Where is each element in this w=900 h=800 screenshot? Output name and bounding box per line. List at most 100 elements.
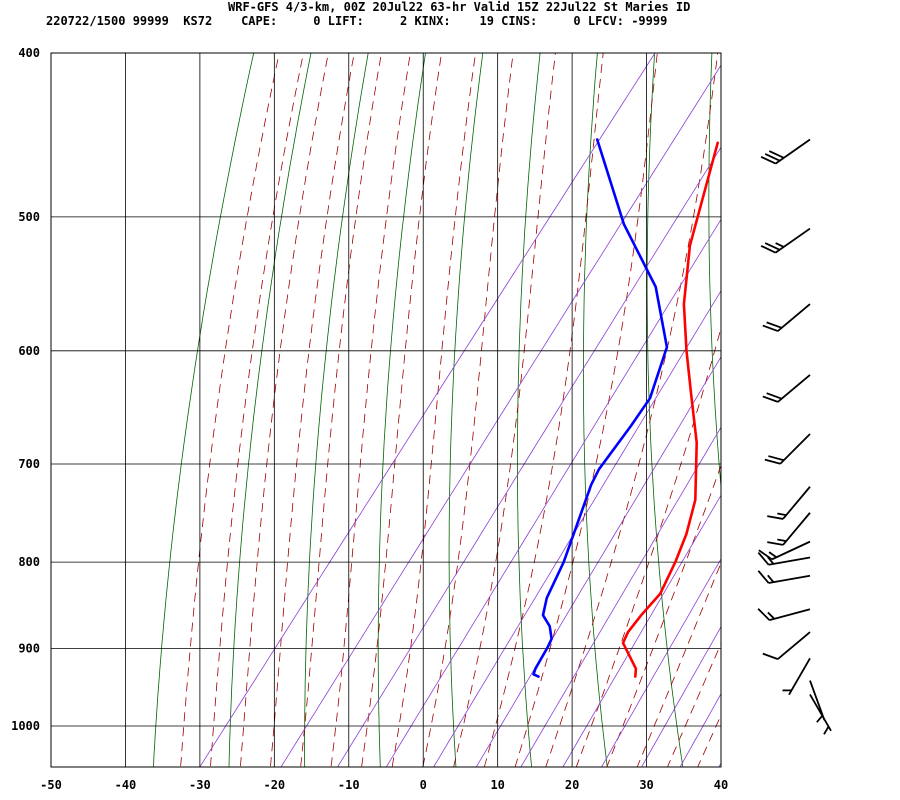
moist-adiabat-line bbox=[361, 53, 442, 767]
y-tick-label: 400 bbox=[18, 46, 40, 60]
wind-barb-feather bbox=[767, 541, 784, 546]
wind-barb bbox=[762, 631, 811, 660]
wind-barb-feather bbox=[768, 150, 785, 159]
wind-barb bbox=[757, 551, 811, 566]
dry-adiabat-line bbox=[708, 53, 721, 492]
x-tick-label: 20 bbox=[565, 778, 579, 792]
wind-barb-shaft bbox=[768, 556, 811, 566]
wind-barb-half-feather bbox=[768, 551, 777, 558]
moist-adiabat-line bbox=[330, 53, 411, 767]
x-tick-label: -20 bbox=[263, 778, 285, 792]
moist-adiabat-line bbox=[697, 714, 721, 767]
wind-barb bbox=[762, 303, 811, 332]
moist-adiabat-line bbox=[606, 464, 721, 767]
mixing-ratio-line bbox=[520, 426, 721, 767]
wind-barb-half-feather bbox=[777, 538, 787, 542]
wind-barb-feather bbox=[757, 608, 771, 621]
moist-adiabat-line bbox=[239, 53, 329, 767]
wind-barb-shaft bbox=[771, 540, 811, 561]
wind-barb-feather bbox=[762, 324, 779, 332]
wind-barb-feather bbox=[766, 321, 782, 329]
wind-barb bbox=[809, 694, 832, 735]
wind-barb bbox=[764, 433, 811, 465]
wind-barb-half-feather bbox=[767, 611, 775, 620]
mixing-ratio-line bbox=[433, 290, 721, 767]
mixing-ratio-line bbox=[738, 15, 900, 796]
dry-adiabat-line bbox=[448, 53, 484, 767]
wind-barb-feather bbox=[762, 652, 779, 660]
wind-barb-half-feather bbox=[777, 512, 787, 516]
x-tick-label: 40 bbox=[714, 778, 728, 792]
wind-barbs bbox=[757, 138, 832, 735]
wind-barb-feather bbox=[767, 515, 784, 520]
mixing-ratio-line bbox=[562, 494, 721, 767]
wind-barb-shaft bbox=[775, 138, 811, 165]
dry-adiabat-line bbox=[883, 15, 900, 796]
x-tick-label: 30 bbox=[639, 778, 653, 792]
grid bbox=[51, 53, 721, 767]
moist-adiabat-line bbox=[514, 53, 658, 767]
dry-adiabat-line bbox=[769, 15, 841, 796]
wind-barb-half-feather bbox=[775, 242, 785, 248]
wind-barb bbox=[760, 138, 811, 165]
dry-adiabat-line bbox=[827, 15, 900, 796]
mixing-ratio-line bbox=[601, 558, 721, 767]
dewpoint-line bbox=[532, 138, 669, 678]
wind-barb bbox=[760, 227, 811, 254]
wind-barb-feather bbox=[766, 392, 782, 400]
y-tick-label: 800 bbox=[18, 555, 40, 569]
wind-barb-half-feather bbox=[823, 726, 830, 735]
wind-barb-feather bbox=[760, 156, 776, 165]
wind-barb-feather bbox=[764, 242, 781, 251]
moist-adiabat-line bbox=[636, 561, 721, 767]
moist-adiabat-line bbox=[422, 53, 514, 767]
x-tick-label: -50 bbox=[40, 778, 62, 792]
moist-adiabat-line bbox=[453, 53, 556, 767]
wind-barb-feather bbox=[768, 455, 785, 462]
wind-barb bbox=[782, 657, 811, 696]
moist-adiabat-line bbox=[270, 53, 355, 767]
wind-barb-feather bbox=[764, 153, 781, 162]
wind-barb bbox=[767, 486, 811, 520]
wind-barb bbox=[757, 570, 811, 584]
temperature-line bbox=[621, 141, 719, 678]
wind-barb-shaft bbox=[768, 574, 811, 584]
moist-adiabat-line bbox=[714, 15, 900, 796]
wind-barb-feather bbox=[758, 549, 773, 561]
wind-barb-feather bbox=[757, 551, 770, 566]
wind-barb bbox=[758, 540, 811, 561]
wind-barb-half-feather bbox=[767, 574, 775, 583]
wind-barb-shaft bbox=[788, 657, 811, 696]
sounding-indices: 220722/1500 99999 KS72 CAPE: 0 LIFT: 2 K… bbox=[46, 14, 668, 28]
y-tick-label: 600 bbox=[18, 344, 40, 358]
dry-adiabat-line bbox=[153, 53, 255, 767]
x-tick-label: -10 bbox=[338, 778, 360, 792]
y-tick-label: 1000 bbox=[11, 719, 40, 733]
wind-barb-feather bbox=[762, 395, 779, 403]
x-tick-label: -40 bbox=[115, 778, 137, 792]
moist-adiabat-line bbox=[545, 53, 719, 767]
dry-adiabat-line bbox=[646, 53, 684, 767]
wind-barb bbox=[762, 374, 811, 403]
moist-adiabat-line bbox=[180, 53, 280, 767]
plot-frame bbox=[50, 52, 722, 768]
x-tick-label: 0 bbox=[420, 778, 427, 792]
y-tick-label: 700 bbox=[18, 457, 40, 471]
wind-barb-shaft bbox=[779, 433, 811, 465]
wind-barb-half-feather bbox=[767, 556, 775, 565]
dry-adiabat-line bbox=[304, 53, 369, 767]
x-tick-label: -30 bbox=[189, 778, 211, 792]
wind-barb-feather bbox=[760, 245, 776, 254]
thermo-overlays bbox=[153, 15, 900, 796]
wind-barb-shaft bbox=[782, 512, 811, 546]
mixing-ratio-line bbox=[385, 218, 721, 767]
moist-adiabat-line bbox=[391, 53, 477, 767]
moist-adiabat-line bbox=[210, 53, 304, 767]
wind-barb-feather bbox=[757, 570, 770, 584]
y-tick-label: 500 bbox=[18, 210, 40, 224]
wind-barb bbox=[757, 608, 811, 621]
wind-barb-shaft bbox=[782, 486, 811, 520]
wind-barb-shaft bbox=[777, 374, 811, 403]
wind-barb-shaft bbox=[777, 631, 811, 660]
mixing-ratio-line bbox=[475, 356, 721, 767]
